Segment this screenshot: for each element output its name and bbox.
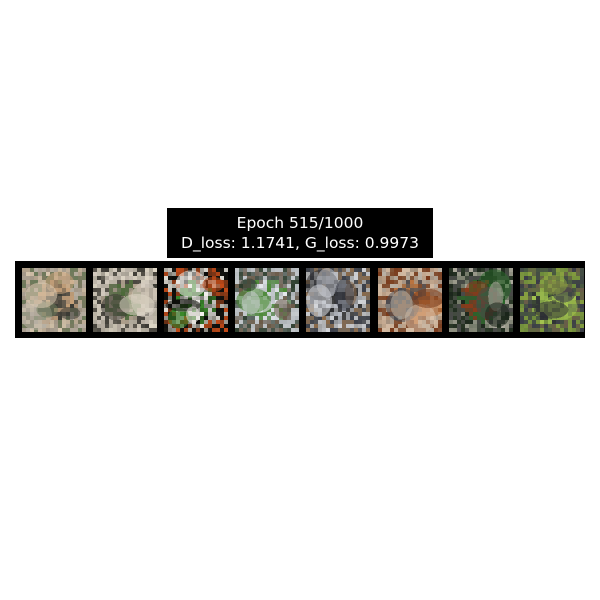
epoch-label: Epoch 515/1000 xyxy=(236,214,364,232)
generated-sample-4 xyxy=(235,268,300,332)
generated-sample-1 xyxy=(22,268,86,332)
generated-sample-5 xyxy=(306,268,371,332)
generated-sample-3 xyxy=(164,268,229,332)
generated-sample-6 xyxy=(377,268,442,332)
generated-sample-2 xyxy=(93,268,158,332)
loss-label: D_loss: 1.1741, G_loss: 0.9973 xyxy=(181,234,419,252)
generated-sample-8 xyxy=(519,268,584,332)
sample-grid xyxy=(15,261,585,338)
figure-title: Epoch 515/1000 D_loss: 1.1741, G_loss: 0… xyxy=(167,208,433,258)
generated-sample-7 xyxy=(448,268,513,332)
